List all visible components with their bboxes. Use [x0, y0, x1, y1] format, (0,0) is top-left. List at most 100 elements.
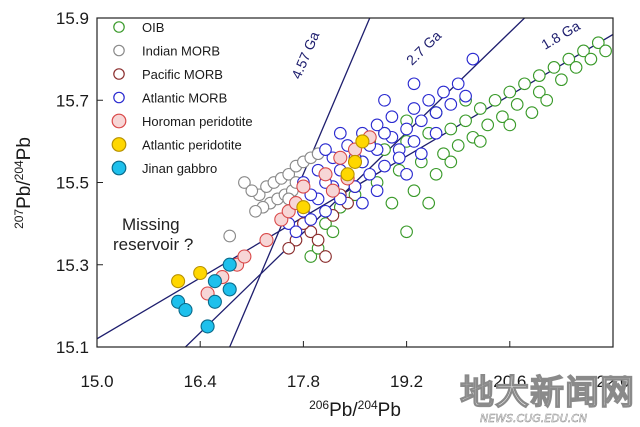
data-point — [207, 294, 222, 309]
data-point — [326, 225, 340, 239]
legend-marker — [111, 137, 127, 152]
isochron-label: 2.7 Ga — [403, 27, 444, 68]
data-point — [584, 52, 598, 66]
data-point — [503, 118, 517, 132]
data-point — [429, 167, 443, 181]
data-point — [385, 196, 399, 210]
data-point — [296, 200, 311, 215]
data-point — [238, 176, 251, 189]
data-point — [237, 249, 252, 264]
data-point — [296, 179, 311, 194]
data-point — [459, 89, 472, 103]
data-point — [407, 184, 421, 198]
data-point — [518, 77, 531, 91]
data-point — [429, 106, 443, 119]
x-tick-label: 16.4 — [184, 372, 217, 391]
legend-marker — [111, 113, 127, 129]
data-point — [178, 302, 193, 318]
data-point — [488, 93, 502, 107]
data-points — [171, 36, 612, 334]
data-point — [171, 274, 186, 289]
data-point — [400, 122, 413, 136]
data-point — [444, 155, 458, 169]
data-point — [407, 102, 421, 115]
legend-marker — [113, 44, 125, 57]
data-point — [385, 110, 399, 124]
data-point — [304, 225, 318, 239]
watermark: 地大新闻网 NEWS.CUG.EDU.CN — [459, 372, 634, 425]
data-point — [422, 93, 436, 107]
data-point — [318, 167, 333, 182]
data-point — [510, 98, 524, 111]
data-point — [319, 217, 332, 230]
x-axis-title: 206Pb/204Pb — [309, 398, 401, 421]
legend-marker — [113, 68, 125, 80]
data-point — [577, 44, 590, 58]
data-point — [223, 229, 237, 243]
data-point — [200, 319, 215, 334]
data-point — [311, 233, 325, 247]
data-point — [429, 126, 443, 140]
data-point — [245, 184, 259, 198]
data-point — [451, 77, 465, 91]
data-point — [547, 61, 561, 74]
data-point — [400, 225, 413, 239]
data-point — [363, 167, 377, 181]
y-axis-title: 207Pb/204Pb — [12, 137, 35, 229]
data-point — [347, 154, 363, 169]
legend-label: Atlantic MORB — [142, 91, 227, 106]
legend-marker — [113, 21, 125, 33]
x-tick-label: 22.0 — [596, 372, 629, 391]
x-tick-label: 17.8 — [287, 372, 320, 391]
legend-label: Pacific MORB — [142, 67, 223, 82]
watermark-subtext: NEWS.CUG.EDU.CN — [480, 412, 587, 425]
data-point — [569, 61, 583, 74]
data-point — [444, 122, 458, 136]
legend-marker — [111, 160, 127, 176]
data-point — [282, 167, 296, 181]
data-point — [599, 44, 612, 58]
legend-label: Jinan gabbro — [142, 161, 217, 176]
data-point — [378, 126, 391, 140]
data-point — [414, 114, 428, 128]
data-point — [481, 118, 495, 132]
data-point — [555, 73, 568, 87]
legend-label: Horoman peridotite — [142, 114, 253, 129]
legend-label: Indian MORB — [142, 44, 220, 59]
data-point — [222, 257, 237, 272]
data-point — [304, 250, 318, 263]
data-point — [340, 167, 355, 182]
data-point — [473, 102, 487, 115]
data-point — [473, 135, 487, 148]
data-point — [496, 110, 509, 124]
data-point — [356, 196, 369, 210]
data-point — [414, 147, 428, 161]
data-point — [259, 233, 274, 248]
data-point — [333, 150, 348, 165]
data-point — [562, 52, 576, 66]
data-point — [437, 85, 450, 99]
data-point — [325, 183, 340, 198]
data-point — [407, 135, 421, 148]
data-point — [304, 213, 318, 226]
isochron-label: 1.8 Ga — [538, 17, 583, 52]
data-point — [193, 265, 208, 281]
data-point — [378, 93, 391, 107]
data-point — [355, 134, 370, 149]
data-point — [407, 77, 421, 91]
data-point — [319, 143, 332, 156]
data-point — [437, 147, 450, 161]
y-tick-label: 15.7 — [56, 91, 89, 110]
data-point — [319, 250, 332, 263]
data-point — [207, 274, 222, 289]
data-point — [378, 159, 391, 173]
x-tick-label: 19.2 — [390, 372, 423, 391]
data-point — [591, 36, 605, 50]
legend-marker — [113, 91, 125, 104]
data-point — [451, 139, 465, 152]
data-point — [400, 167, 413, 181]
legend: OIB Indian MORB Pacific MORB Atlantic MORB H… — [111, 20, 253, 176]
data-point — [540, 93, 554, 107]
data-point — [525, 106, 539, 119]
